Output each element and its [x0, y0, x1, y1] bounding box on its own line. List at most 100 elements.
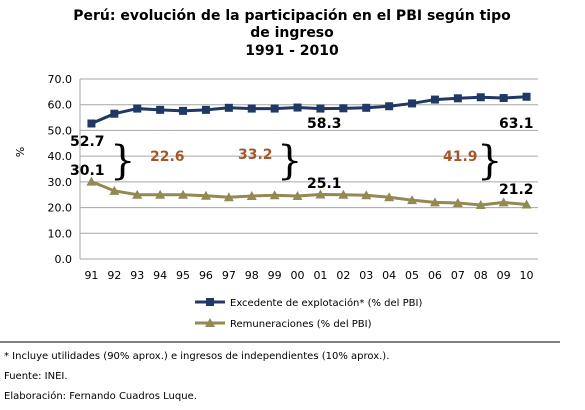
- x-tick-label-10: 10: [520, 269, 534, 282]
- series-line-1: [90, 180, 527, 207]
- point-remuneraciones-99: [269, 190, 280, 200]
- point-excedente-93: [133, 104, 142, 113]
- point-excedente-05: [408, 99, 417, 108]
- x-tick-label-06: 06: [428, 269, 442, 282]
- point-excedente-92: [110, 109, 119, 118]
- y-tick-label-6: 60.0: [48, 99, 73, 112]
- point-excedente-03: [362, 103, 371, 112]
- point-remuneraciones-10: [521, 199, 532, 209]
- point-remuneraciones-05: [407, 195, 418, 205]
- legend-label-remuneraciones: Remuneraciones (% del PBI): [230, 319, 372, 330]
- point-excedente-08: [476, 93, 485, 102]
- x-tick-label-91: 91: [84, 269, 98, 282]
- point-excedente-96: [201, 105, 210, 114]
- x-tick-label-00: 00: [291, 269, 305, 282]
- point-remuneraciones-04: [384, 192, 395, 202]
- x-tick-label-04: 04: [382, 269, 396, 282]
- y-tick-label-1: 10.0: [48, 227, 73, 240]
- point-excedente-99: [270, 104, 279, 113]
- x-tick-label-01: 01: [313, 269, 327, 282]
- x-tick-label-93: 93: [130, 269, 144, 282]
- point-remuneraciones-98: [246, 191, 257, 200]
- point-excedente-02: [339, 104, 348, 113]
- point-remuneraciones-06: [429, 197, 440, 207]
- annotation-excedente-2010: 63.1: [499, 116, 534, 132]
- point-remuneraciones-00: [292, 191, 303, 200]
- point-excedente-09: [499, 94, 508, 103]
- annotation-remuneraciones-2000: 25.1: [307, 176, 342, 192]
- difference-2010: 41.9: [443, 149, 478, 165]
- point-remuneraciones-09: [498, 197, 509, 207]
- point-remuneraciones-96: [200, 190, 211, 200]
- y-tick-label-0: 0.0: [55, 253, 73, 266]
- brace-2010: }: [477, 138, 502, 184]
- point-remuneraciones-08: [475, 200, 486, 209]
- x-tick-label-99: 99: [268, 269, 282, 282]
- annotations: 52.7 30.1 } 22.6 33.2 } 58.3 25.1 41.9 }…: [70, 116, 534, 198]
- point-remuneraciones-94: [155, 189, 166, 199]
- x-tick-label-08: 08: [474, 269, 488, 282]
- point-excedente-04: [385, 102, 394, 111]
- x-tick-label-09: 09: [497, 269, 511, 282]
- x-tick-label-02: 02: [336, 269, 350, 282]
- annotation-remuneraciones-2010: 21.2: [499, 182, 534, 198]
- brace-1991: }: [110, 138, 135, 184]
- point-remuneraciones-95: [178, 189, 189, 199]
- legend: Excedente de explotación* (% del PBI) Re…: [195, 297, 422, 330]
- x-tick-label-92: 92: [107, 269, 121, 282]
- x-tick-label-95: 95: [176, 269, 190, 282]
- point-excedente-94: [156, 105, 165, 114]
- annotation-excedente-1991: 52.7: [70, 134, 105, 150]
- point-remuneraciones-97: [223, 192, 234, 202]
- y-axis-label: %: [14, 147, 27, 157]
- x-tick-label-03: 03: [359, 269, 373, 282]
- annotation-remuneraciones-1991: 30.1: [70, 163, 105, 179]
- point-remuneraciones-93: [132, 189, 143, 199]
- author-note: Elaboración: Fernando Cuadros Luque.: [4, 391, 197, 402]
- grid: [79, 78, 538, 260]
- x-tick-labels: 91 92 93 94 95 96 97 98 99 00 01 02 03 04 05 06 07 08 09 10: [84, 269, 533, 282]
- x-tick-label-94: 94: [153, 269, 167, 282]
- point-excedente-00: [293, 103, 302, 112]
- point-remuneraciones-07: [452, 197, 463, 207]
- chart-title-line-1: Perú: evolución de la participación en e…: [73, 8, 511, 24]
- point-excedente-07: [453, 94, 462, 103]
- chart-title-line-3: 1991 - 2010: [245, 43, 339, 59]
- y-tick-label-7: 70.0: [48, 73, 73, 86]
- x-tick-label-97: 97: [222, 269, 236, 282]
- point-excedente-95: [179, 106, 188, 115]
- y-tick-label-5: 50.0: [48, 124, 73, 137]
- difference-1991: 22.6: [150, 149, 185, 165]
- x-tick-label-98: 98: [245, 269, 259, 282]
- x-tick-label-07: 07: [451, 269, 465, 282]
- legend-item-excedente: Excedente de explotación* (% del PBI): [195, 297, 422, 309]
- point-excedente-97: [224, 103, 233, 112]
- x-tick-label-96: 96: [199, 269, 213, 282]
- footnote: * Incluye utilidades (90% aprox.) e ingr…: [4, 351, 390, 362]
- chart: Perú: evolución de la participación en e…: [0, 8, 560, 343]
- point-remuneraciones-02: [338, 189, 349, 199]
- point-excedente-91: [87, 119, 96, 128]
- point-remuneraciones-92: [109, 185, 120, 195]
- series-layer: [86, 92, 532, 209]
- x-tick-label-05: 05: [405, 269, 419, 282]
- point-remuneraciones-03: [361, 190, 372, 200]
- annotation-excedente-2000: 58.3: [307, 116, 342, 132]
- y-tick-label-3: 30.0: [48, 176, 73, 189]
- point-excedente-01: [316, 104, 325, 113]
- difference-2000: 33.2: [238, 147, 273, 163]
- chart-title-line-2: de ingreso: [250, 25, 334, 41]
- y-tick-label-2: 20.0: [48, 202, 73, 215]
- legend-label-excedente: Excedente de explotación* (% del PBI): [230, 297, 422, 309]
- series-0: [87, 92, 531, 128]
- point-remuneraciones-01: [315, 189, 326, 199]
- y-tick-label-4: 40.0: [48, 150, 73, 163]
- point-excedente-98: [247, 104, 256, 113]
- y-tick-labels: 0.0 10.0 20.0 30.0 40.0 50.0 60.0 70.0: [48, 73, 73, 266]
- legend-item-remuneraciones: Remuneraciones (% del PBI): [195, 318, 372, 330]
- point-remuneraciones-91: [86, 176, 97, 186]
- brace-2000: }: [277, 138, 302, 184]
- series-1: [86, 176, 532, 209]
- source-note: Fuente: INEI.: [4, 371, 68, 382]
- point-excedente-06: [430, 95, 439, 104]
